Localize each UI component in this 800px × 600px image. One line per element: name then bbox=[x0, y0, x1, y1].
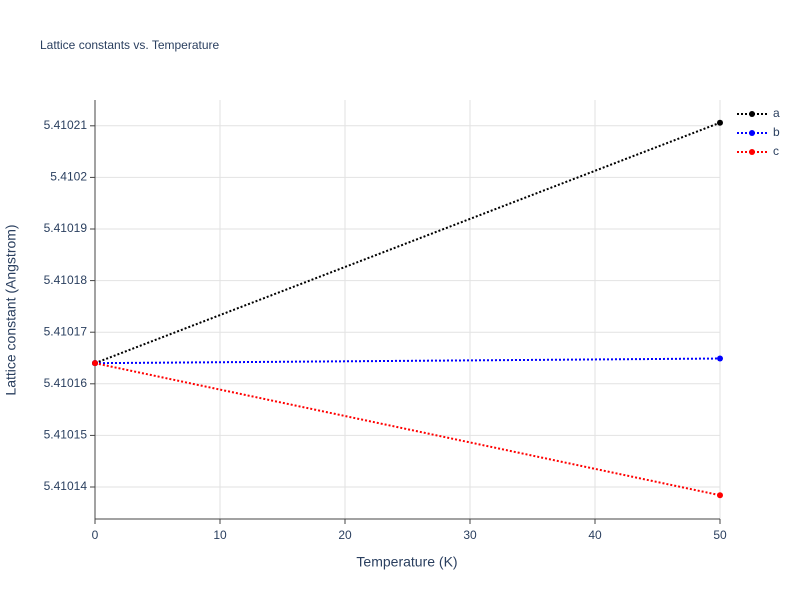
data-point bbox=[92, 360, 98, 367]
x-tick-label: 10 bbox=[213, 528, 227, 542]
y-tick-label: 5.41019 bbox=[44, 221, 88, 235]
y-tick-label: 5.41016 bbox=[44, 376, 88, 390]
x-tick-label: 0 bbox=[92, 528, 99, 542]
legend-marker bbox=[749, 149, 755, 155]
data-point bbox=[717, 492, 723, 499]
legend-marker bbox=[749, 111, 755, 117]
legend-label: b bbox=[773, 125, 780, 139]
x-tick-label: 20 bbox=[338, 528, 352, 542]
data-point bbox=[717, 355, 723, 362]
legend-label: c bbox=[773, 144, 779, 158]
series-line bbox=[94, 121, 721, 365]
y-tick-label: 5.41018 bbox=[44, 273, 88, 287]
x-tick-label: 50 bbox=[713, 528, 727, 542]
y-tick-label: 5.4102 bbox=[50, 170, 87, 184]
y-axis-title: Lattice constant (Angstrom) bbox=[3, 224, 19, 395]
legend-marker bbox=[749, 130, 755, 136]
y-tick-label: 5.41017 bbox=[44, 324, 88, 338]
series-line bbox=[94, 362, 721, 497]
data-point bbox=[717, 119, 723, 126]
series-line bbox=[94, 357, 721, 365]
legend-label: a bbox=[773, 106, 780, 120]
y-tick-label: 5.41015 bbox=[44, 428, 88, 442]
y-tick-label: 5.41021 bbox=[44, 118, 88, 132]
chart-title: Lattice constants vs. Temperature bbox=[40, 38, 220, 52]
x-axis-title: Temperature (K) bbox=[356, 554, 457, 570]
y-tick-label: 5.41014 bbox=[44, 479, 88, 493]
x-tick-label: 30 bbox=[463, 528, 477, 542]
x-tick-label: 40 bbox=[588, 528, 602, 542]
